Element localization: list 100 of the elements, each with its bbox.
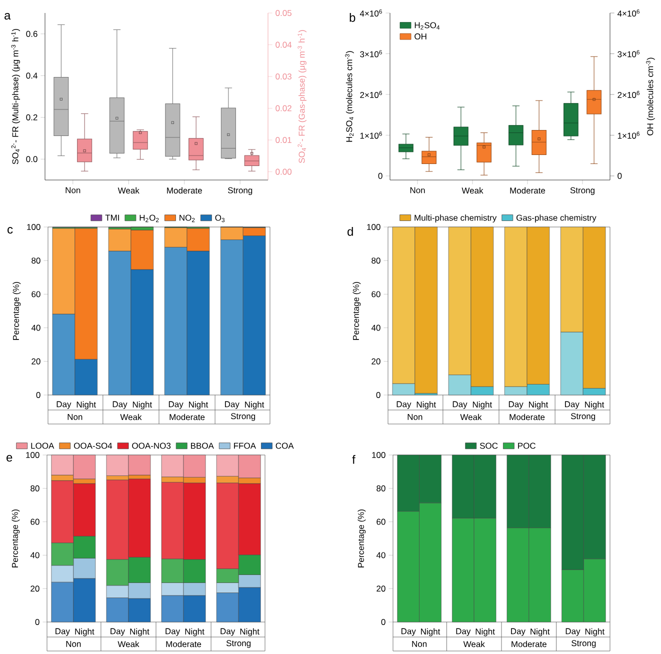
x-tick-label: Night	[585, 401, 604, 410]
legend-label: OH	[414, 33, 426, 40]
text: Moderate	[166, 640, 202, 648]
text: Strong	[572, 640, 596, 648]
y-tick-label: 20	[32, 358, 40, 364]
y-axis-title: Percentage (%)	[358, 510, 366, 568]
x-tick-label: Night	[476, 628, 495, 636]
x-tick-label: Night	[185, 628, 204, 636]
text: Moderate	[510, 414, 545, 420]
x-tick-label: Non	[410, 187, 425, 194]
x-tick-label: Night	[76, 401, 96, 410]
y2-tick-label: 0.05	[276, 10, 292, 16]
x-tick-label: Night	[240, 628, 260, 636]
x-tick-label: Strong	[570, 187, 594, 195]
x-tick-label: Night	[245, 401, 264, 410]
x-tick-label: Day	[166, 628, 180, 636]
y-tick-label: 100	[27, 224, 40, 230]
text: Non	[68, 414, 82, 420]
x-tick-label: Day	[110, 628, 126, 636]
legend-label: OOA-SO4	[74, 442, 112, 449]
x-tick-label: Day	[565, 401, 580, 409]
text: Weak	[460, 414, 482, 420]
y-tick-label: 0	[376, 392, 380, 398]
y-tick-label: 3×10$^{6}$	[360, 50, 382, 58]
x-tick-label: Day	[56, 401, 72, 409]
x-tick-label: Day	[220, 628, 236, 636]
x-tick-label: Night	[75, 628, 94, 636]
x-tick-label: Weak	[118, 187, 140, 194]
x-tick-label: Night	[421, 628, 440, 636]
x-tick-label: Night	[189, 401, 208, 410]
y-tick-label: 60	[372, 291, 380, 298]
y-tick-label: 20	[372, 358, 380, 364]
y-tick-label: 100	[372, 452, 386, 458]
y-tick-label: 20	[376, 586, 386, 592]
legend-label: TMI	[105, 214, 119, 221]
y-axis-title: Percentage (%)	[12, 510, 20, 568]
legend-label: SOC	[480, 442, 498, 449]
y2-tick-label: 0	[618, 172, 622, 179]
y2-tick-label: 4×10$^{6}$	[617, 9, 640, 17]
x-tick-label: Night	[472, 401, 492, 410]
x-tick-label: Non	[66, 187, 80, 194]
y-tick-label: 80	[372, 258, 380, 264]
x-tick-label: Day	[225, 401, 240, 409]
x-tick-label: Weak	[462, 187, 484, 194]
y2-tick-label: 0.04	[276, 42, 292, 48]
legend-label: BBOA	[191, 442, 214, 449]
text: Weak	[463, 640, 485, 648]
legend-label: LOOA	[31, 442, 54, 449]
text: Moderate	[512, 640, 546, 648]
text: Non	[66, 641, 81, 647]
x-tick-label: Day	[401, 628, 416, 636]
x-tick-label: Day	[566, 628, 580, 636]
x-tick-label: Day	[452, 401, 468, 409]
text: Weak	[118, 640, 140, 648]
x-tick-label: Strong	[228, 187, 252, 195]
x-tick-label: Night	[130, 628, 150, 636]
y-tick-label: 0	[378, 172, 382, 179]
text: Strong	[226, 640, 251, 648]
y-tick-label: 2×10$^{6}$	[360, 90, 382, 98]
x-tick-label: Night	[416, 401, 436, 410]
legend-label: FFOA	[234, 442, 256, 449]
y-tick-label: 80	[376, 485, 386, 492]
text: Non	[408, 414, 422, 420]
legend-label: O$_{3}$	[215, 214, 225, 222]
y2-axis-title: OH (molecules cm$^{-3}$)	[646, 58, 655, 136]
text: Strong	[570, 413, 596, 421]
x-tick-label: Day	[396, 401, 412, 409]
text: Weak	[120, 414, 142, 420]
legend-label: POC	[518, 442, 536, 449]
y-tick-label: 0	[36, 392, 40, 398]
chart-title: c	[8, 227, 13, 234]
y2-tick-label: 0.03	[276, 73, 292, 80]
y-tick-label: 20	[30, 586, 40, 592]
y-tick-label: 0.4	[26, 72, 38, 79]
legend-label: COA	[276, 442, 294, 449]
text: Moderate	[170, 414, 205, 420]
y-tick-label: 40	[371, 324, 380, 331]
y-axis-title: Percentage (%)	[352, 282, 361, 340]
y2-tick-label: 0.02	[276, 105, 292, 112]
y-tick-label: 60	[32, 291, 40, 298]
y-tick-label: 1×10$^{6}$	[360, 132, 382, 139]
x-tick-label: Night	[585, 628, 605, 636]
chart-title: b	[350, 13, 356, 22]
x-tick-label: Day	[56, 628, 70, 636]
y2-tick-label: 2×10$^{6}$	[618, 90, 640, 98]
x-tick-label: Day	[508, 401, 524, 409]
chart-title: a	[4, 13, 11, 20]
y-axis-title: Percentage (%)	[12, 282, 21, 340]
y-tick-label: 80	[32, 258, 40, 264]
legend-label: H$_{2}$SO$_{4}$	[414, 22, 440, 30]
y2-axis-title: SO$_{4}$$^{2-}$- FR (Gas-phase) (μg m$^{-3}$ h$^{-1}$)	[298, 30, 306, 163]
x-tick-label: Moderate	[167, 187, 202, 194]
y-tick-label: 4×10$^{6}$	[360, 9, 382, 17]
y-tick-label: 0.2	[26, 114, 38, 120]
y2-tick-label: 1×10$^{6}$	[618, 132, 640, 139]
y-tick-label: 60	[30, 518, 40, 525]
legend-label: OOA-NO3	[132, 442, 171, 449]
x-tick-label: Day	[168, 401, 184, 409]
y2-tick-label: 0.01	[276, 136, 292, 143]
y-tick-label: 40	[31, 324, 40, 331]
